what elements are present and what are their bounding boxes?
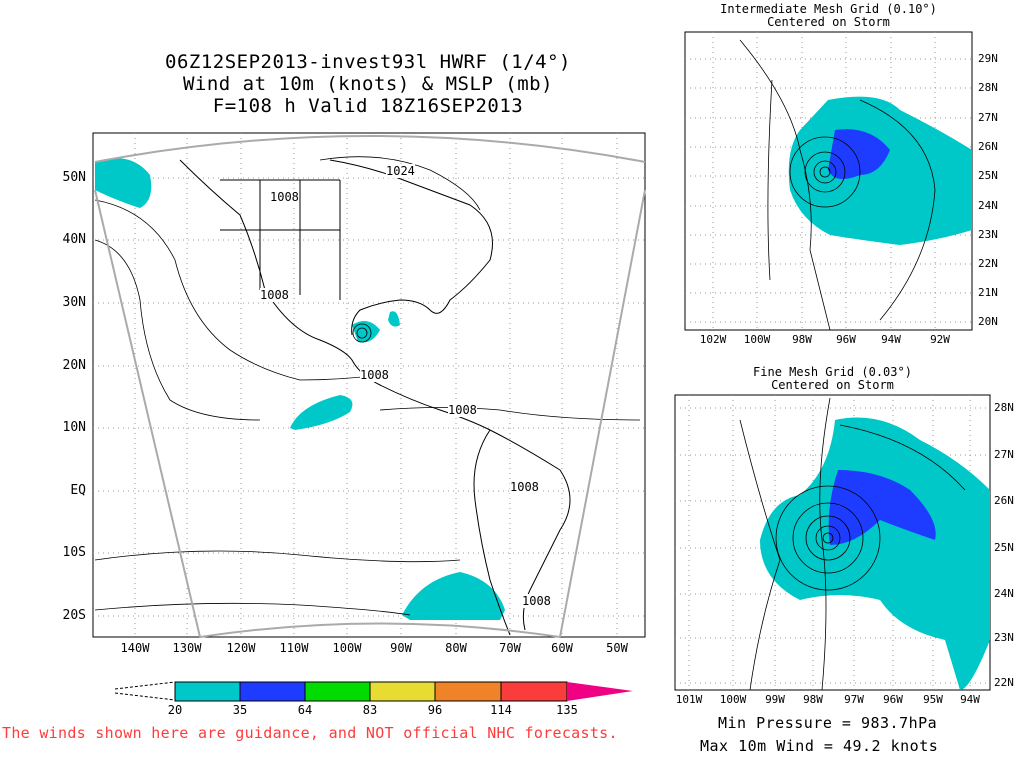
lat-label: 28N: [978, 81, 998, 94]
intermediate-subtitle: Centered on Storm: [767, 15, 890, 29]
lat-label: 29N: [978, 52, 998, 65]
contour-label: 1008: [360, 368, 389, 382]
lat-label: 22N: [978, 257, 998, 270]
contour-label: 1008: [522, 594, 551, 608]
lat-label: EQ: [70, 483, 86, 498]
main-map: [92, 132, 646, 638]
lon-label: 100W: [719, 693, 747, 706]
lon-label: 96W: [883, 693, 903, 706]
disclaimer: The winds shown here are guidance, and N…: [2, 724, 618, 742]
intermediate-map: [684, 31, 973, 331]
contour-label: 1008: [510, 480, 539, 494]
contour-label: 1008: [260, 288, 289, 302]
contour-label: 1008: [270, 190, 299, 204]
fine-map: [674, 394, 991, 691]
min-pressure: Min Pressure = 983.7hPa: [718, 714, 938, 732]
lat-label: 20N: [978, 315, 998, 328]
main-title-line-3: F=108 h Valid 18Z16SEP2013: [212, 95, 524, 117]
main-title-line-2: Wind at 10m (knots) & MSLP (mb): [182, 73, 554, 95]
fine-subtitle: Centered on Storm: [771, 378, 894, 392]
lat-label: 22N: [994, 676, 1014, 689]
colorbar-tick: 96: [427, 703, 443, 717]
lon-label: 92W: [930, 333, 950, 346]
main-title-line-1: 06Z12SEP2013-invest93l HWRF (1/4°): [165, 51, 571, 73]
main-gridlines: [93, 133, 645, 637]
coastlines: [179, 159, 571, 636]
lat-label: 28N: [994, 401, 1014, 414]
lat-label: 24N: [994, 587, 1014, 600]
colorbar-tick: 114: [490, 703, 512, 717]
fine-title: Fine Mesh Grid (0.03°): [753, 365, 912, 379]
lat-label: 50N: [62, 170, 86, 185]
lat-label: 27N: [978, 111, 998, 124]
lon-label: 130W: [172, 641, 202, 655]
lon-label: 94W: [960, 693, 980, 706]
lon-label: 50W: [606, 641, 628, 655]
lat-label: 10N: [62, 420, 86, 435]
lon-label: 101W: [675, 693, 703, 706]
lon-label: 94W: [881, 333, 901, 346]
lat-label: 30N: [62, 295, 86, 310]
lat-label: 40N: [62, 232, 86, 247]
max-wind: Max 10m Wind = 49.2 knots: [700, 737, 939, 755]
lat-label: 24N: [978, 199, 998, 212]
lat-label: 26N: [978, 140, 998, 153]
lat-label: 27N: [994, 448, 1014, 461]
lon-label: 100W: [743, 333, 771, 346]
lat-label: 25N: [994, 541, 1014, 554]
lat-label: 20N: [62, 358, 86, 373]
intermediate-title: Intermediate Mesh Grid (0.10°): [720, 2, 937, 16]
lat-label: 23N: [994, 631, 1014, 644]
lat-label: 20S: [62, 608, 86, 623]
lon-label: 95W: [923, 693, 943, 706]
lon-label: 98W: [803, 693, 823, 706]
lon-label: 70W: [499, 641, 521, 655]
lon-label: 99W: [765, 693, 785, 706]
lon-label: 97W: [844, 693, 864, 706]
lon-label: 120W: [226, 641, 256, 655]
lon-label: 102W: [699, 333, 727, 346]
lat-label: 21N: [978, 286, 998, 299]
colorbar-tick: 64: [297, 703, 313, 717]
lon-label: 80W: [445, 641, 467, 655]
colorbar-tick: 135: [556, 703, 578, 717]
lat-label: 25N: [978, 169, 998, 182]
contour-label: 1008: [448, 403, 477, 417]
lon-label: 100W: [332, 641, 362, 655]
projection-boundary: [94, 135, 646, 638]
lon-label: 98W: [792, 333, 812, 346]
lat-label: 23N: [978, 228, 998, 241]
contour-label: 1024: [386, 164, 415, 178]
colorbar: [114, 681, 633, 702]
lat-label: 26N: [994, 494, 1014, 507]
lon-label: 110W: [279, 641, 309, 655]
isobars: [94, 156, 641, 616]
lon-label: 90W: [390, 641, 412, 655]
colorbar-tick: 20: [167, 703, 183, 717]
colorbar-tick: 35: [232, 703, 248, 717]
lat-label: 10S: [62, 545, 86, 560]
lon-label: 96W: [836, 333, 856, 346]
lon-label: 60W: [551, 641, 573, 655]
lon-label: 140W: [120, 641, 150, 655]
colorbar-tick: 83: [362, 703, 378, 717]
